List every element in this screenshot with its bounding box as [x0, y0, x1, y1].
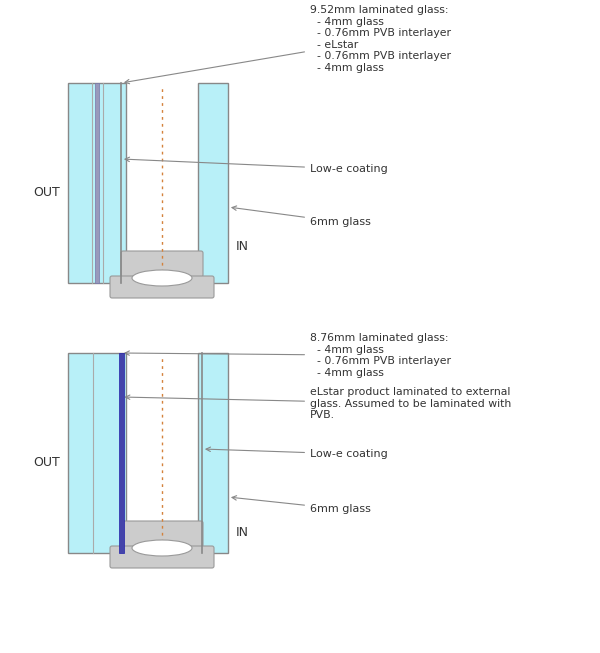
- Bar: [95, 83, 99, 283]
- Text: 8.76mm laminated glass:
  - 4mm glass
  - 0.76mm PVB interlayer
  - 4mm glass: 8.76mm laminated glass: - 4mm glass - 0.…: [125, 333, 451, 378]
- Text: IN: IN: [236, 240, 249, 253]
- FancyBboxPatch shape: [110, 546, 214, 568]
- Bar: [198, 353, 228, 553]
- Text: eLstar product laminated to external
glass. Assumed to be laminated with
PVB.: eLstar product laminated to external gla…: [125, 387, 511, 420]
- Text: 6mm glass: 6mm glass: [232, 496, 371, 514]
- Text: 9.52mm laminated glass:
  - 4mm glass
  - 0.76mm PVB interlayer
  - eLstar
  - 0: 9.52mm laminated glass: - 4mm glass - 0.…: [125, 5, 451, 84]
- FancyBboxPatch shape: [121, 251, 203, 277]
- Text: OUT: OUT: [33, 456, 60, 470]
- Ellipse shape: [132, 540, 192, 556]
- Text: IN: IN: [236, 526, 249, 539]
- Bar: [198, 83, 228, 283]
- FancyBboxPatch shape: [110, 276, 214, 298]
- Bar: [68, 83, 126, 283]
- Text: 6mm glass: 6mm glass: [232, 206, 371, 227]
- FancyBboxPatch shape: [121, 521, 203, 547]
- Bar: [119, 353, 124, 553]
- Text: OUT: OUT: [33, 187, 60, 200]
- Text: Low-e coating: Low-e coating: [206, 447, 388, 459]
- Ellipse shape: [132, 270, 192, 286]
- Bar: [68, 353, 126, 553]
- Text: Low-e coating: Low-e coating: [125, 157, 388, 174]
